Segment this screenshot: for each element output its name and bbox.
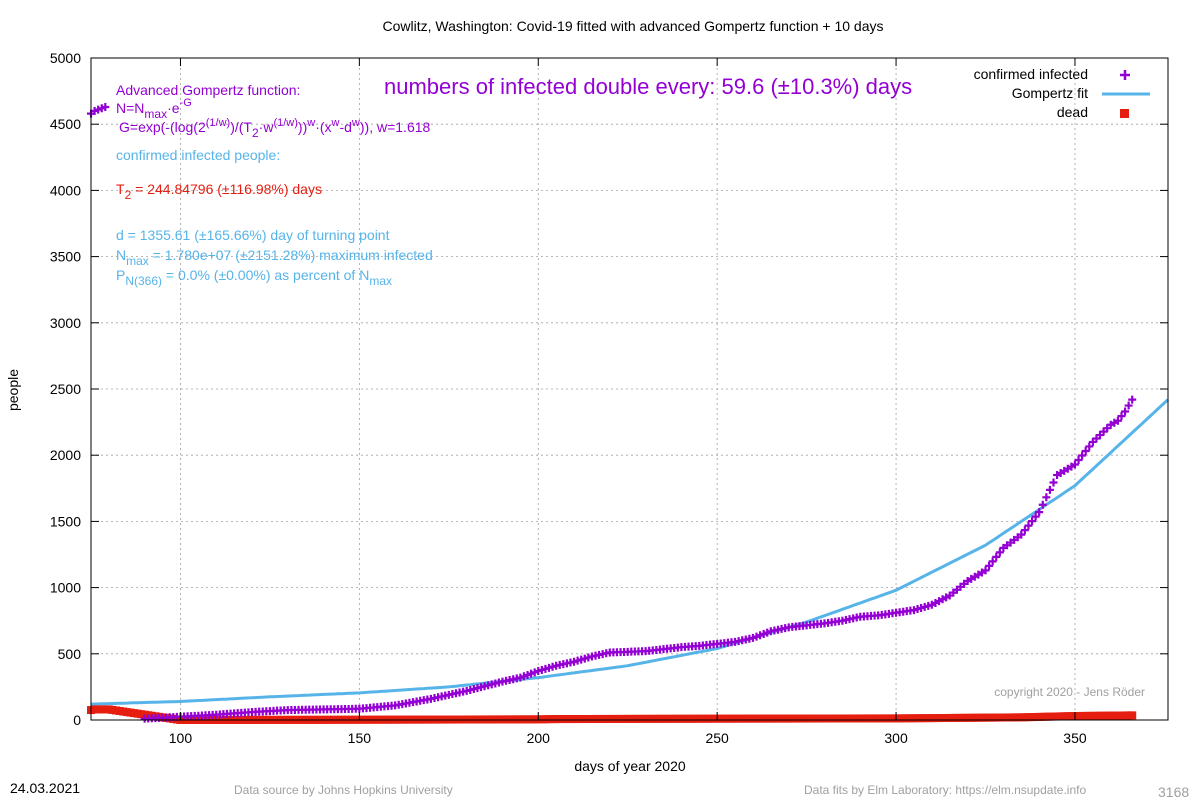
confirmed-infected-point <box>1070 460 1079 469</box>
gompertz-equation-g: G=exp(-(log(2(1/w))/(T2·w(1/w)))w·(xw-dw… <box>119 117 431 140</box>
y-axis-label: people <box>5 369 21 411</box>
confirmed-infected-point <box>1113 416 1122 425</box>
confirmed-infected-point <box>1074 455 1083 464</box>
y-tick-label: 4000 <box>50 182 81 198</box>
doubling-time-value: T2 = 244.84796 (±116.98%) days <box>116 181 322 202</box>
confirmed-infected-point <box>988 557 997 566</box>
y-tick-label: 1000 <box>50 580 81 596</box>
confirmed-infected-point <box>981 566 990 575</box>
confirmed-people-title: confirmed infected people: <box>116 147 280 163</box>
doubling-heading: numbers of infected double every: 59.6 (… <box>384 74 912 99</box>
legend-marker-confirmed-infected <box>1120 70 1130 80</box>
confirmed-infected-point <box>1038 500 1047 509</box>
legend-label-gompertz-fit: Gompertz fit <box>1012 85 1088 101</box>
confirmed-infected-point <box>1121 407 1130 416</box>
confirmed-infected-point <box>101 102 110 111</box>
gompertz-function-title: Advanced Gompertz function: <box>116 82 300 98</box>
confirmed-infected-point <box>1028 517 1037 526</box>
x-tick-label: 250 <box>705 730 729 746</box>
confirmed-infected-point <box>992 552 1001 561</box>
confirmed-infected-point <box>1020 526 1029 535</box>
gompertz-fit-line <box>90 398 1170 706</box>
legend-label-confirmed-infected: confirmed infected <box>974 66 1088 82</box>
confirmed-infected-point <box>1024 521 1033 530</box>
footer-date: 24.03.2021 <box>10 780 80 796</box>
dead-point <box>1128 711 1137 720</box>
legend-marker-dead <box>1120 109 1129 118</box>
y-tick-label: 4500 <box>50 116 81 132</box>
footer-data-source: Data source by Johns Hopkins University <box>234 783 453 797</box>
legend-label-dead: dead <box>1057 104 1088 120</box>
footer-data-fits: Data fits by Elm Laboratory: https://elm… <box>804 783 1086 797</box>
confirmed-infected-point <box>1017 530 1026 539</box>
y-tick-label: 3000 <box>50 315 81 331</box>
axis-ticks: 100 150 200 250 300 3500500100015002000250030… <box>50 50 1168 746</box>
chart-title: Cowlitz, Washington: Covid-19 fitted wit… <box>382 18 883 34</box>
confirmed-infected-point <box>1042 493 1051 502</box>
y-tick-label: 5000 <box>50 50 81 66</box>
copyright-note: copyright 2020 - Jens Röder <box>994 685 1145 699</box>
y-tick-label: 2500 <box>50 381 81 397</box>
confirmed-infected-point <box>1085 442 1094 451</box>
turning-point-value: d = 1355.61 (±165.66%) day of turning po… <box>116 227 390 243</box>
y-tick-label: 2000 <box>50 447 81 463</box>
percent-of-max-value: PN(366) = 0.0% (±0.00%) as percent of Nm… <box>116 267 392 288</box>
grid-lines <box>91 58 1168 720</box>
x-tick-label: 200 <box>527 730 551 746</box>
x-tick-label: 300 <box>884 730 908 746</box>
confirmed-infected-point <box>1045 485 1054 494</box>
y-tick-label: 3500 <box>50 249 81 265</box>
confirmed-infected-point <box>1081 446 1090 455</box>
gompertz-fit-series <box>90 398 1170 706</box>
confirmed-infected-point <box>1128 395 1137 404</box>
confirmed-infected-point <box>985 561 994 570</box>
x-tick-label: 150 <box>348 730 372 746</box>
legend: confirmed infected Gompertz fit dead <box>974 66 1150 120</box>
confirmed-infected-point <box>995 548 1004 557</box>
confirmed-infected-point <box>1124 401 1133 410</box>
x-tick-label: 100 <box>169 730 193 746</box>
x-tick-label: 350 <box>1063 730 1087 746</box>
y-tick-label: 0 <box>73 712 81 728</box>
max-infected-value: Nmax = 1.780e+07 (±2151.28%) maximum inf… <box>116 247 433 268</box>
confirmed-infected-point <box>1031 512 1040 521</box>
gompertz-equation-n: N=Nmax·e-G <box>116 97 192 121</box>
confirmed-infected-point <box>1078 451 1087 460</box>
y-tick-label: 500 <box>58 646 82 662</box>
confirmed-infected-series <box>87 102 1137 723</box>
confirmed-infected-point <box>1035 508 1044 517</box>
footer-id: 3168 <box>1158 784 1189 800</box>
confirmed-infected-point <box>1117 412 1126 421</box>
confirmed-infected-point <box>1049 478 1058 487</box>
x-axis-label: days of year 2020 <box>574 758 686 774</box>
y-tick-label: 1500 <box>50 513 81 529</box>
